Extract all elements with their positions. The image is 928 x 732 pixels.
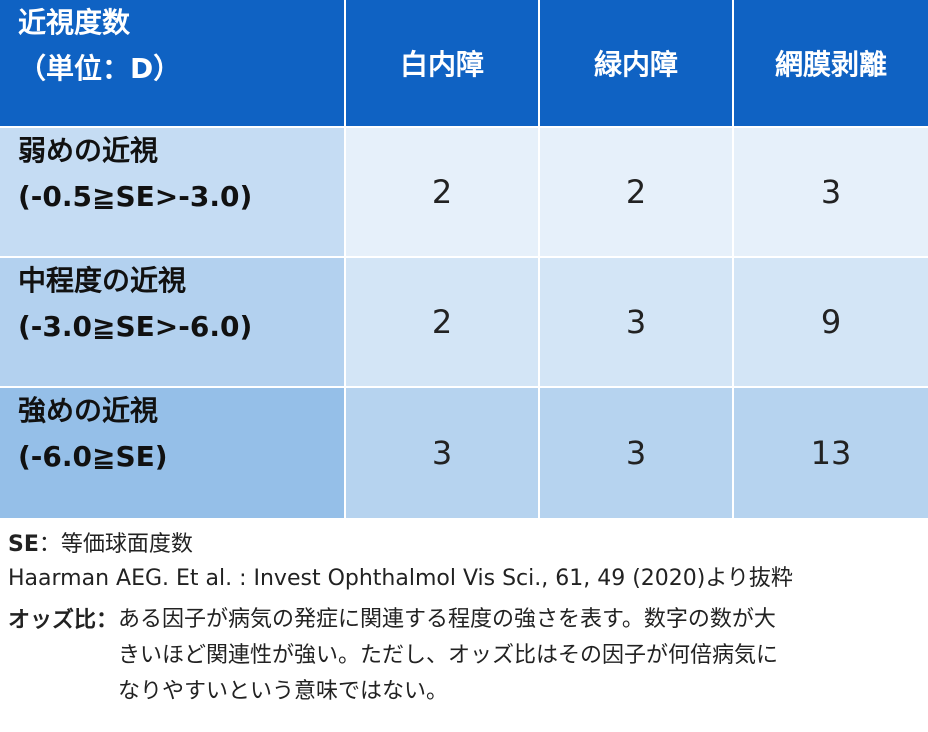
table-cell: 2 <box>346 128 540 258</box>
header-degree-cell: 近視度数 （単位：D） <box>0 0 346 128</box>
se-description: ：等価球面度数 <box>38 532 193 557</box>
header-cataract: 白内障 <box>346 0 540 128</box>
row-label-range: (-3.0≧SE>-6.0) <box>18 310 253 343</box>
table-cell: 2 <box>540 128 734 258</box>
se-definition: SE：等価球面度数 <box>8 528 923 562</box>
table-cell: 9 <box>734 258 928 388</box>
row-label-mild: 弱めの近視 (-0.5≧SE>-3.0) <box>0 128 346 258</box>
header-glaucoma: 緑内障 <box>540 0 734 128</box>
odds-line: ある因子が病気の発症に関連する程度の強さを表す。数字の数が大 <box>118 607 776 632</box>
row-label-range: (-0.5≧SE>-3.0) <box>18 180 253 213</box>
row-label-strong: 強めの近視 (-6.0≧SE) <box>0 388 346 518</box>
odds-ratio-note: オッズ比： ある因子が病気の発症に関連する程度の強さを表す。数字の数が大 きいほ… <box>8 602 923 710</box>
se-term: SE <box>8 532 39 557</box>
row-label-text: 弱めの近視 <box>18 134 159 167</box>
table-cell: 3 <box>734 128 928 258</box>
odds-ratio-explanation: ある因子が病気の発症に関連する程度の強さを表す。数字の数が大 きいほど関連性が強… <box>118 602 923 710</box>
header-degree-label: 近視度数 <box>18 6 131 39</box>
header-retinal-detachment: 網膜剥離 <box>734 0 928 128</box>
table-cell: 3 <box>346 388 540 518</box>
table-cell: 3 <box>540 258 734 388</box>
odds-line: なりやすいという意味ではない。 <box>118 679 449 704</box>
table-cell: 13 <box>734 388 928 518</box>
header-unit-label: （単位：D） <box>18 52 182 85</box>
row-label-moderate: 中程度の近視 (-3.0≧SE>-6.0) <box>0 258 346 388</box>
row-label-text: 強めの近視 <box>18 394 159 427</box>
odds-line: きいほど関連性が強い。ただし、オッズ比はその因子が何倍病気に <box>118 643 779 668</box>
myopia-risk-table: 近視度数 （単位：D） 白内障 緑内障 網膜剥離 弱めの近視 (-0.5≧SE>… <box>0 0 928 518</box>
odds-ratio-label: オッズ比： <box>8 608 119 633</box>
table-cell: 3 <box>540 388 734 518</box>
row-label-range: (-6.0≧SE) <box>18 440 168 473</box>
footnotes: SE：等価球面度数 Haarman AEG. Et al. : Invest O… <box>8 528 923 710</box>
table-cell: 2 <box>346 258 540 388</box>
source-citation: Haarman AEG. Et al. : Invest Ophthalmol … <box>8 566 793 591</box>
row-label-text: 中程度の近視 <box>18 264 187 297</box>
